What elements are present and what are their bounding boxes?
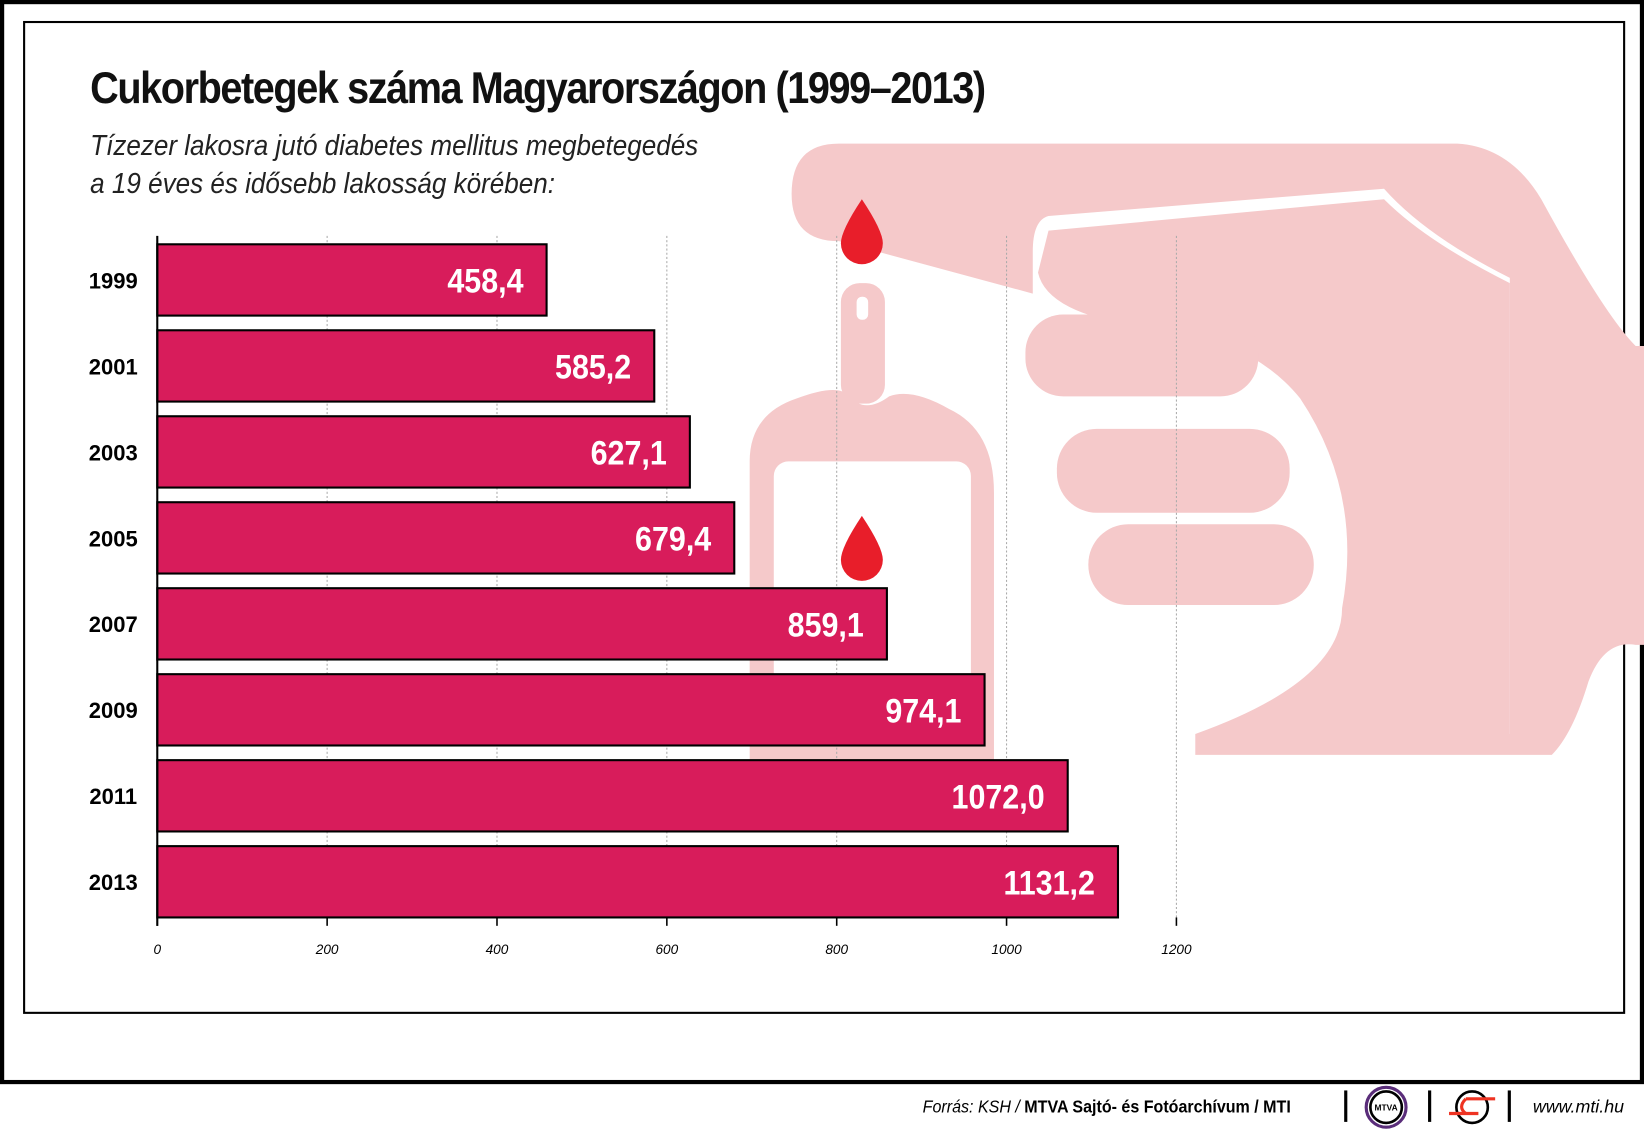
mti-logo — [1449, 1090, 1496, 1125]
category-label: 2007 — [89, 612, 138, 637]
value-label: 627,1 — [591, 433, 667, 472]
value-label: 458,4 — [447, 261, 523, 300]
bar-2009 — [156, 673, 986, 747]
x-tick-label: 0 — [153, 942, 161, 957]
bar-2007 — [156, 587, 888, 661]
divider — [1344, 1090, 1348, 1122]
x-tick-label: 600 — [655, 942, 678, 957]
category-label: 2009 — [89, 698, 138, 723]
mtva-logo: MTVA — [1364, 1085, 1408, 1129]
blood-drop-icon — [840, 515, 883, 581]
chart-subtitle-line-2: a 19 éves és idősebb lakosság körében: — [90, 167, 555, 200]
category-label: 2011 — [89, 784, 137, 809]
category-label: 2001 — [89, 354, 138, 379]
x-tick-label: 1000 — [991, 942, 1022, 957]
x-tick-label: 1200 — [1161, 942, 1192, 957]
category-label: 2003 — [89, 440, 138, 465]
blood-drop-icon — [840, 199, 883, 265]
value-label: 1072,0 — [952, 777, 1045, 816]
category-label: 2013 — [89, 870, 138, 895]
source-bold: MTVA Sajtó- és Fotóarchívum / MTI — [1024, 1096, 1291, 1117]
source-credit: Forrás: KSH / MTVA Sajtó- és Fotóarchívu… — [923, 1097, 1291, 1118]
bar-2011 — [156, 759, 1069, 833]
x-axis: 0 200 400 600 800 1000 1200 — [153, 235, 1192, 957]
x-tick-label: 400 — [486, 942, 509, 957]
strip-slot — [856, 296, 869, 320]
bar-2003 — [156, 415, 691, 489]
category-label: 2005 — [89, 526, 138, 551]
x-tick-label: 800 — [825, 942, 848, 957]
source-prefix: Forrás: KSH / — [922, 1096, 1025, 1117]
divider — [1428, 1090, 1432, 1122]
x-tick-label: 200 — [315, 942, 339, 957]
chart-subtitle-line-1: Tízezer lakosra jutó diabetes mellitus m… — [90, 130, 699, 162]
bar-2013 — [156, 845, 1120, 919]
value-label: 585,2 — [555, 347, 631, 386]
value-label: 859,1 — [788, 605, 864, 644]
bar-chart: 458,4 1999 585,2 2001 627,1 2003 679,4 2005 859,… — [89, 143, 1644, 957]
website-link[interactable]: www.mti.hu — [1532, 1096, 1625, 1117]
mtva-logo-text: MTVA — [1375, 1102, 1398, 1112]
category-label: 1999 — [89, 268, 138, 293]
value-label: 679,4 — [635, 519, 711, 558]
chart-title: Cukorbetegek száma Magyarországon (1999–… — [90, 62, 986, 113]
bar-2005 — [156, 501, 736, 575]
divider — [1507, 1090, 1511, 1122]
value-label: 974,1 — [885, 691, 961, 730]
bars: 458,4 1999 585,2 2001 627,1 2003 679,4 2005 859,… — [89, 243, 1120, 919]
value-label: 1131,2 — [1003, 863, 1094, 902]
